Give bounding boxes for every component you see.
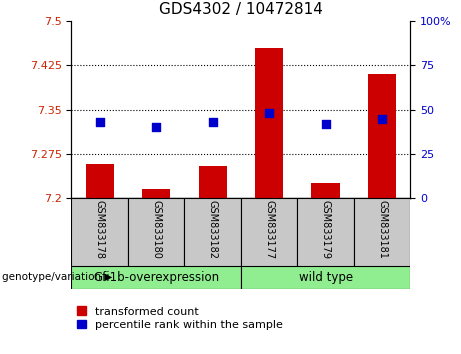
Bar — [255, 48, 283, 198]
Point — [96, 119, 103, 125]
Point — [266, 110, 273, 116]
Bar — [312, 183, 340, 198]
Text: GSM833178: GSM833178 — [95, 200, 105, 259]
Text: GSM833181: GSM833181 — [377, 200, 387, 259]
Point — [209, 119, 216, 125]
Bar — [368, 74, 396, 198]
Bar — [71, 266, 241, 289]
Bar — [184, 198, 241, 266]
Title: GDS4302 / 10472814: GDS4302 / 10472814 — [159, 2, 323, 17]
Text: GSM833177: GSM833177 — [264, 200, 274, 259]
Text: GSM833180: GSM833180 — [151, 200, 161, 259]
Point — [322, 121, 329, 127]
Text: GSM833179: GSM833179 — [320, 200, 331, 259]
Text: GSM833182: GSM833182 — [207, 200, 218, 259]
Text: genotype/variation ▶: genotype/variation ▶ — [2, 272, 112, 282]
Point — [378, 116, 386, 121]
Text: Gfi1b-overexpression: Gfi1b-overexpression — [93, 270, 219, 284]
Bar — [86, 164, 114, 198]
Bar — [128, 198, 184, 266]
Point — [153, 125, 160, 130]
Legend: transformed count, percentile rank within the sample: transformed count, percentile rank withi… — [77, 307, 283, 330]
Bar — [354, 198, 410, 266]
Bar — [241, 198, 297, 266]
Bar — [241, 266, 410, 289]
Bar — [71, 198, 128, 266]
Bar — [297, 198, 354, 266]
Text: wild type: wild type — [299, 270, 353, 284]
Bar — [199, 166, 227, 198]
Bar — [142, 189, 170, 198]
